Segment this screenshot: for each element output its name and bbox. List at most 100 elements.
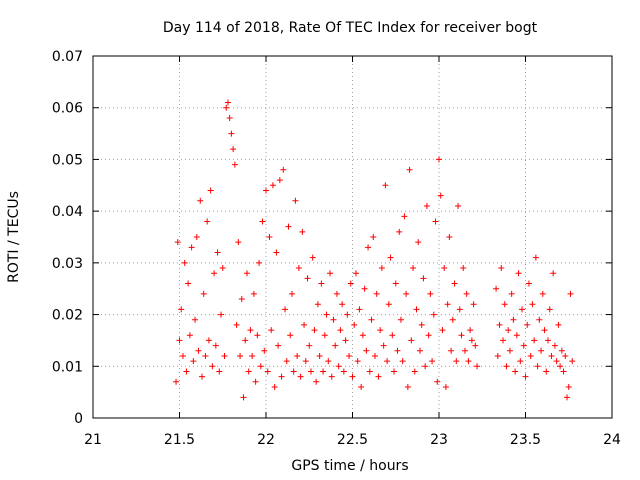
data-point <box>541 327 548 334</box>
x-axis-label: GPS time / hours <box>291 458 408 474</box>
data-point <box>519 306 526 313</box>
data-point <box>500 337 507 344</box>
data-point <box>349 373 356 380</box>
data-point <box>243 270 250 277</box>
y-tick-label: 0.02 <box>52 308 83 324</box>
data-point <box>465 358 472 365</box>
data-point <box>190 358 197 365</box>
data-points <box>173 99 576 401</box>
data-point <box>173 378 180 385</box>
data-point <box>306 342 313 349</box>
data-point <box>458 332 465 339</box>
data-point <box>202 352 209 359</box>
data-point <box>224 99 231 106</box>
data-point <box>567 290 574 297</box>
data-point <box>282 306 289 313</box>
data-point <box>318 280 325 287</box>
y-tick-label: 0.04 <box>52 204 83 220</box>
data-point <box>304 275 311 282</box>
y-tick-label: 0.07 <box>52 49 83 65</box>
data-point <box>209 363 216 370</box>
data-point <box>382 182 389 189</box>
data-point <box>250 290 257 297</box>
data-point <box>427 290 434 297</box>
data-point <box>354 358 361 365</box>
data-point <box>472 342 479 349</box>
data-point <box>347 280 354 287</box>
data-point <box>551 342 558 349</box>
data-point <box>532 254 539 261</box>
y-axis-ticks: 0 0.01 0.02 0.03 0.04 0.05 0.06 0.07 <box>52 49 612 427</box>
data-point <box>198 373 205 380</box>
data-point <box>460 265 467 272</box>
data-point <box>403 290 410 297</box>
data-point <box>448 347 455 354</box>
data-point <box>320 368 327 375</box>
data-point <box>463 290 470 297</box>
data-point <box>453 358 460 365</box>
data-point <box>275 342 282 349</box>
data-point <box>560 368 567 375</box>
data-point <box>539 290 546 297</box>
data-point <box>237 352 244 359</box>
data-point <box>204 218 211 225</box>
data-point <box>416 347 423 354</box>
data-point <box>391 368 398 375</box>
data-point <box>494 352 501 359</box>
data-point <box>474 363 481 370</box>
data-point <box>513 332 520 339</box>
data-point <box>439 327 446 334</box>
data-point <box>442 383 449 390</box>
data-point <box>235 239 242 246</box>
data-point <box>257 363 264 370</box>
data-point <box>394 347 401 354</box>
data-point <box>455 202 462 209</box>
data-point <box>332 342 339 349</box>
data-point <box>544 337 551 344</box>
data-point <box>314 301 321 308</box>
x-tick-label: 21 <box>84 432 102 448</box>
data-point <box>404 383 411 390</box>
data-point <box>214 249 221 256</box>
data-point <box>325 358 332 365</box>
data-point <box>467 327 474 334</box>
data-point <box>346 352 353 359</box>
data-point <box>548 352 555 359</box>
data-point <box>179 352 186 359</box>
data-point <box>387 254 394 261</box>
data-point <box>531 337 538 344</box>
data-point <box>510 316 517 323</box>
x-tick-label: 23 <box>430 432 448 448</box>
data-point <box>418 321 425 328</box>
data-point <box>342 337 349 344</box>
data-point <box>562 352 569 359</box>
data-point <box>321 332 328 339</box>
data-point <box>205 337 212 344</box>
data-point <box>385 301 392 308</box>
data-point <box>392 280 399 287</box>
data-point <box>401 213 408 220</box>
data-point <box>550 270 557 277</box>
data-point <box>361 285 368 292</box>
data-point <box>178 306 185 313</box>
data-point <box>226 115 233 122</box>
data-point <box>316 352 323 359</box>
data-point <box>340 368 347 375</box>
data-point <box>313 378 320 385</box>
data-point <box>335 363 342 370</box>
data-point <box>522 373 529 380</box>
data-point <box>564 394 571 401</box>
y-axis-label: ROTI / TECUs <box>6 191 22 283</box>
data-point <box>508 290 515 297</box>
data-point <box>174 239 181 246</box>
data-point <box>249 352 256 359</box>
data-point <box>344 311 351 318</box>
data-point <box>411 368 418 375</box>
x-tick-label: 24 <box>603 432 621 448</box>
data-point <box>406 166 413 173</box>
data-point <box>285 223 292 230</box>
grid <box>93 56 612 418</box>
data-point <box>231 161 238 168</box>
data-point <box>240 394 247 401</box>
x-tick-label: 22.5 <box>337 432 368 448</box>
